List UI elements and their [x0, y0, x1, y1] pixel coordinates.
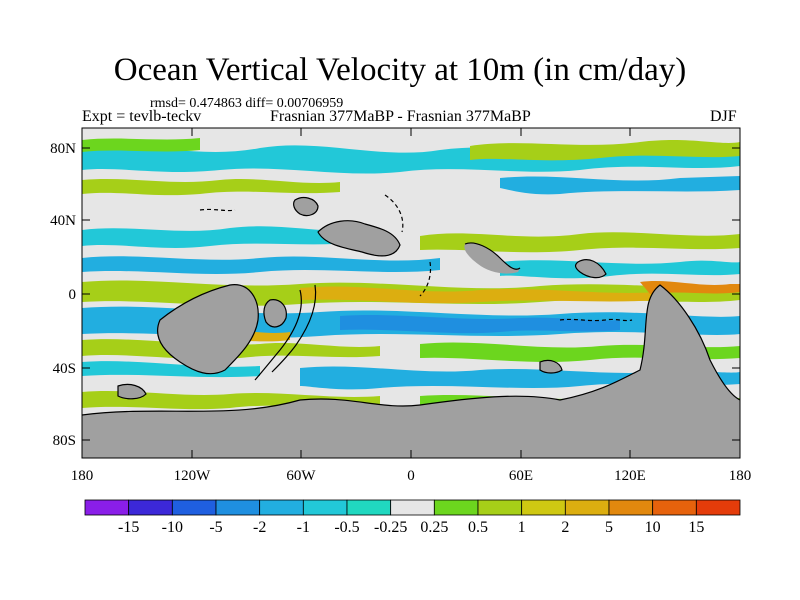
continent-west: [157, 284, 259, 374]
x-tick-label: 60W: [286, 468, 316, 484]
y-tick-label: 40S: [53, 361, 76, 377]
map-plot-area: [82, 128, 740, 458]
plot-title: Ocean Vertical Velocity at 10m (in cm/da…: [113, 52, 687, 88]
colorbar-label: 0.25: [420, 519, 448, 536]
colorbar-label: -0.25: [374, 519, 407, 536]
x-tick-label: 60E: [509, 468, 533, 484]
colorbar-label: 2: [561, 519, 569, 536]
colorbar-label: 10: [645, 519, 661, 536]
colorbar-swatch: [128, 499, 173, 516]
colorbar-swatch: [346, 499, 392, 516]
experiment-label: Expt = tevlb-teckv: [82, 108, 202, 125]
colorbar-swatch: [84, 499, 130, 516]
colorbar-label: 0.5: [468, 519, 488, 536]
colorbar: -15 -10 -5 -2 -1 -0.5 -0.25 0.25 0.5 1 2 5 10 15: [84, 499, 741, 536]
stats-text: rmsd= 0.474863 diff= 0.00706959: [150, 96, 344, 111]
colorbar-swatch: [477, 499, 523, 516]
x-tick-label: 180: [729, 468, 752, 484]
colorbar-swatch: [695, 499, 741, 516]
small-island-north: [293, 197, 318, 216]
longitude-axis: 180 120W 60W 0 60E 120E 180: [71, 128, 752, 484]
colorbar-label: -0.5: [334, 519, 359, 536]
colorbar-label: -15: [118, 519, 139, 536]
southern-continent: [82, 285, 740, 458]
colorbar-swatch: [608, 499, 654, 516]
colorbar-label: 15: [688, 519, 704, 536]
x-tick-label: 180: [71, 468, 94, 484]
colorbar-swatch: [215, 499, 261, 516]
colorbar-label: 5: [605, 519, 613, 536]
colorbar-label: -5: [209, 519, 222, 536]
y-tick-label: 80S: [53, 433, 76, 449]
colorbar-swatch: [564, 499, 610, 516]
colorbar-swatch: [302, 499, 348, 516]
x-tick-label: 120W: [174, 468, 212, 484]
colorbar-label: 1: [518, 519, 526, 536]
season-label: DJF: [710, 108, 737, 125]
y-tick-label: 40N: [50, 213, 76, 229]
colorbar-swatch: [652, 499, 697, 516]
latitude-axis: 80N 40N 0 40S 80S: [50, 141, 740, 449]
colorbar-swatch: [390, 499, 435, 516]
subtitle-label: Frasnian 377MaBP - Frasnian 377MaBP: [270, 108, 531, 125]
colorbar-label: -2: [253, 519, 266, 536]
colorbar-label: -10: [162, 519, 183, 536]
y-tick-label: 0: [69, 287, 77, 303]
arc-island: [263, 299, 287, 327]
coastlines: [82, 194, 740, 416]
colorbar-label: -1: [297, 519, 310, 536]
land-masses: [82, 197, 740, 458]
colorbar-swatch: [259, 499, 304, 516]
colorbar-swatch: [433, 499, 479, 516]
small-island-east: [575, 259, 606, 278]
x-tick-label: 0: [407, 468, 415, 484]
island-east: [464, 242, 520, 274]
x-tick-label: 120E: [614, 468, 646, 484]
y-tick-label: 80N: [50, 141, 76, 157]
colorbar-swatch: [521, 499, 566, 516]
northern-island: [318, 220, 400, 256]
colorbar-swatch: [171, 499, 217, 516]
